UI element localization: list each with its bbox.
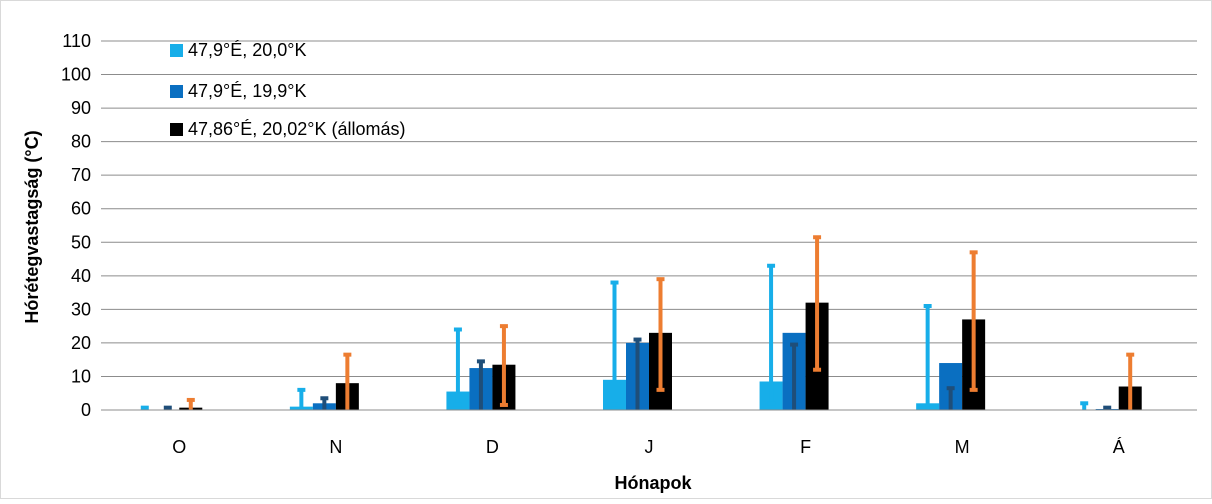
y-tick-label: 90 bbox=[71, 98, 91, 118]
error-bars bbox=[140, 235, 1135, 410]
legend-swatch bbox=[170, 44, 183, 57]
y-tick-label: 0 bbox=[81, 400, 91, 420]
y-tick-label: 80 bbox=[71, 132, 91, 152]
x-tick-label: O bbox=[172, 437, 186, 457]
y-tick-label: 60 bbox=[71, 199, 91, 219]
gridlines bbox=[101, 40, 1197, 411]
x-tick-label: N bbox=[329, 437, 342, 457]
legend: 47,9°É, 20,0°K 47,9°É, 19,9°K 47,86°É, 20,… bbox=[170, 40, 406, 139]
x-tick-label: F bbox=[800, 437, 811, 457]
y-tick-label: 10 bbox=[71, 366, 91, 386]
y-tick-label: 30 bbox=[71, 299, 91, 319]
x-tick-label: M bbox=[955, 437, 970, 457]
y-tick-label: 110 bbox=[62, 31, 91, 51]
y-tick-label: 40 bbox=[71, 266, 91, 286]
legend-swatch bbox=[170, 123, 183, 136]
x-tick-label: J bbox=[645, 437, 654, 457]
y-tick-label: 20 bbox=[71, 333, 91, 353]
x-tick-label: D bbox=[486, 437, 499, 457]
legend-label: 47,86°É, 20,02°K (állomás) bbox=[188, 119, 406, 139]
x-tick-label: Á bbox=[1113, 437, 1125, 457]
y-tick-label: 70 bbox=[71, 165, 91, 185]
legend-label: 47,9°É, 19,9°K bbox=[188, 81, 306, 101]
legend-label: 47,9°É, 20,0°K bbox=[188, 40, 306, 60]
y-axis-ticks: 0 10 20 30 40 50 60 70 80 90 100 110 bbox=[61, 31, 91, 420]
x-axis-title: Hónapok bbox=[614, 473, 692, 493]
y-axis-title: Hórétegvastagság (°C) bbox=[22, 130, 42, 323]
y-tick-label: 100 bbox=[61, 65, 91, 85]
y-tick-label: 50 bbox=[71, 232, 91, 252]
legend-swatch bbox=[170, 85, 183, 98]
